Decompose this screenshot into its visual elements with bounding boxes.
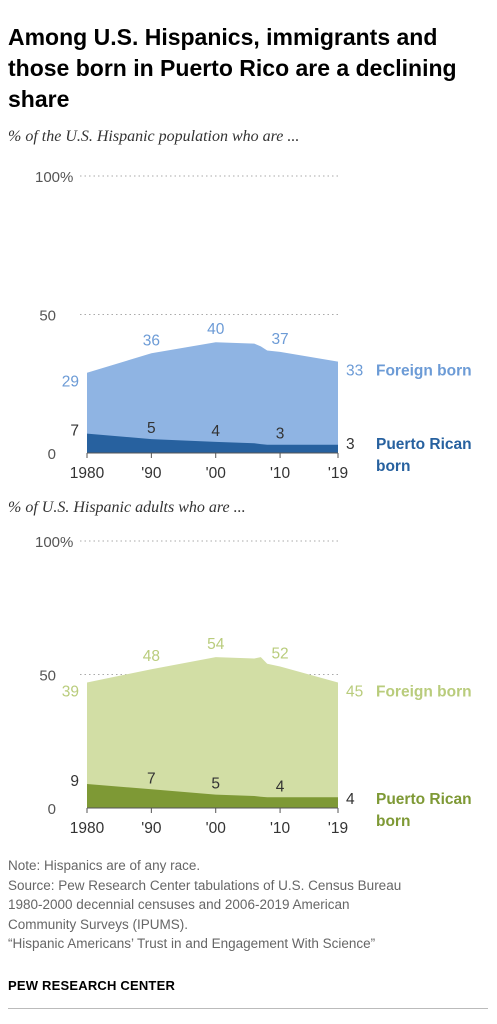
y-tick-label: 100% (35, 534, 73, 551)
data-label: 5 (147, 420, 156, 437)
x-tick-label: '10 (270, 820, 291, 837)
x-tick-label: '19 (328, 820, 348, 837)
chart-2-subtitle: % of U.S. Hispanic adults who are ... (8, 499, 246, 516)
y-tick-label: 50 (39, 308, 56, 325)
data-label: 37 (271, 331, 288, 348)
bottom-divider (8, 1008, 488, 1009)
data-label: 39 (62, 684, 79, 701)
data-label: 45 (346, 684, 363, 701)
area-foreign-born (87, 342, 338, 453)
data-label: 4 (276, 778, 285, 795)
y-tick-label: 0 (48, 801, 56, 818)
series-label: Puerto Rican (376, 436, 472, 453)
x-tick-label: '10 (270, 465, 291, 482)
x-tick-label: 1980 (70, 820, 105, 837)
x-tick-label: '00 (206, 820, 227, 837)
series-label: Foreign born (376, 363, 472, 380)
series-label: born (376, 458, 410, 475)
y-tick-label: 100% (35, 169, 73, 186)
area-puerto-rican-born (87, 784, 338, 808)
series-label: born (376, 813, 410, 830)
data-label: 33 (346, 363, 363, 380)
data-label: 4 (211, 423, 220, 440)
data-label: 7 (147, 770, 156, 787)
x-tick-label: '00 (206, 465, 227, 482)
data-label: 9 (70, 773, 79, 790)
x-tick-label: '90 (141, 465, 162, 482)
data-label: 7 (70, 423, 79, 440)
data-label: 29 (62, 374, 79, 391)
data-label: 3 (276, 426, 285, 443)
data-label: 52 (271, 645, 288, 662)
x-tick-label: 1980 (70, 465, 105, 482)
data-label: 4 (346, 791, 355, 808)
chart-title: Among U.S. Hispanics, immigrants and tho… (8, 24, 457, 112)
source-text-line-2: 1980-2000 decennial censuses and 2006-20… (8, 897, 350, 912)
x-tick-label: '90 (141, 820, 162, 837)
data-label: 36 (143, 332, 160, 349)
y-tick-label: 50 (39, 668, 56, 685)
report-title: “Hispanic Americans’ Trust in and Engage… (8, 936, 376, 951)
data-label: 3 (346, 436, 355, 453)
data-label: 5 (211, 776, 220, 793)
data-label: 48 (143, 648, 160, 665)
source-text-line-1: Source: Pew Research Center tabulations … (8, 877, 402, 893)
data-label: 40 (207, 321, 225, 338)
y-tick-label: 0 (48, 446, 56, 463)
notes-block: Note: Hispanics are of any race. Source:… (8, 856, 488, 954)
area-foreign-born (87, 657, 338, 808)
source-text-line-3: Community Surveys (IPUMS). (8, 916, 189, 932)
x-tick-label: '19 (328, 465, 348, 482)
series-label: Foreign born (376, 684, 472, 701)
chart-1-subtitle: % of the U.S. Hispanic population who ar… (8, 128, 300, 145)
area-puerto-rican-born (87, 433, 338, 453)
brand-logo-text: PEW RESEARCH CENTER (8, 978, 176, 993)
data-label: 54 (207, 636, 225, 653)
series-label: Puerto Rican (376, 791, 472, 808)
note-text: Note: Hispanics are of any race. (8, 858, 201, 873)
